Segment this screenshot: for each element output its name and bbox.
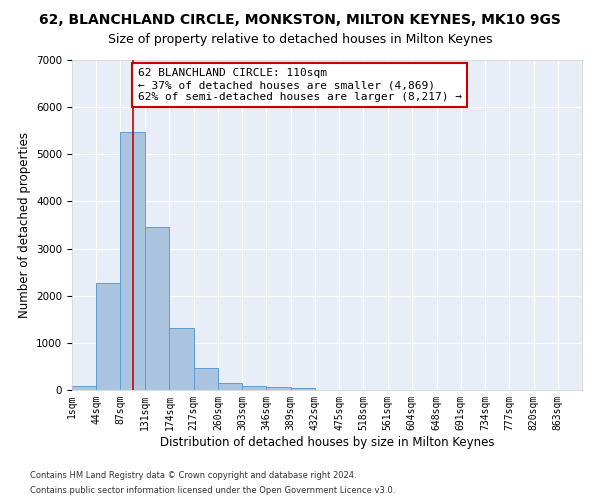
- Text: Size of property relative to detached houses in Milton Keynes: Size of property relative to detached ho…: [108, 32, 492, 46]
- Bar: [96, 283, 121, 390]
- Text: 62 BLANCHLAND CIRCLE: 110sqm
← 37% of detached houses are smaller (4,869)
62% of: 62 BLANCHLAND CIRCLE: 110sqm ← 37% of de…: [138, 68, 462, 102]
- Bar: [218, 382, 242, 390]
- Bar: [121, 132, 145, 390]
- Text: 62, BLANCHLAND CIRCLE, MONKSTON, MILTON KEYNES, MK10 9GS: 62, BLANCHLAND CIRCLE, MONKSTON, MILTON …: [39, 12, 561, 26]
- Bar: [242, 386, 266, 390]
- Text: Contains public sector information licensed under the Open Government Licence v3: Contains public sector information licen…: [30, 486, 395, 495]
- Bar: [290, 388, 315, 390]
- X-axis label: Distribution of detached houses by size in Milton Keynes: Distribution of detached houses by size …: [160, 436, 494, 448]
- Y-axis label: Number of detached properties: Number of detached properties: [17, 132, 31, 318]
- Bar: [72, 386, 96, 390]
- Bar: [145, 228, 169, 390]
- Bar: [266, 387, 290, 390]
- Text: Contains HM Land Registry data © Crown copyright and database right 2024.: Contains HM Land Registry data © Crown c…: [30, 471, 356, 480]
- Bar: [169, 328, 194, 390]
- Bar: [194, 368, 218, 390]
